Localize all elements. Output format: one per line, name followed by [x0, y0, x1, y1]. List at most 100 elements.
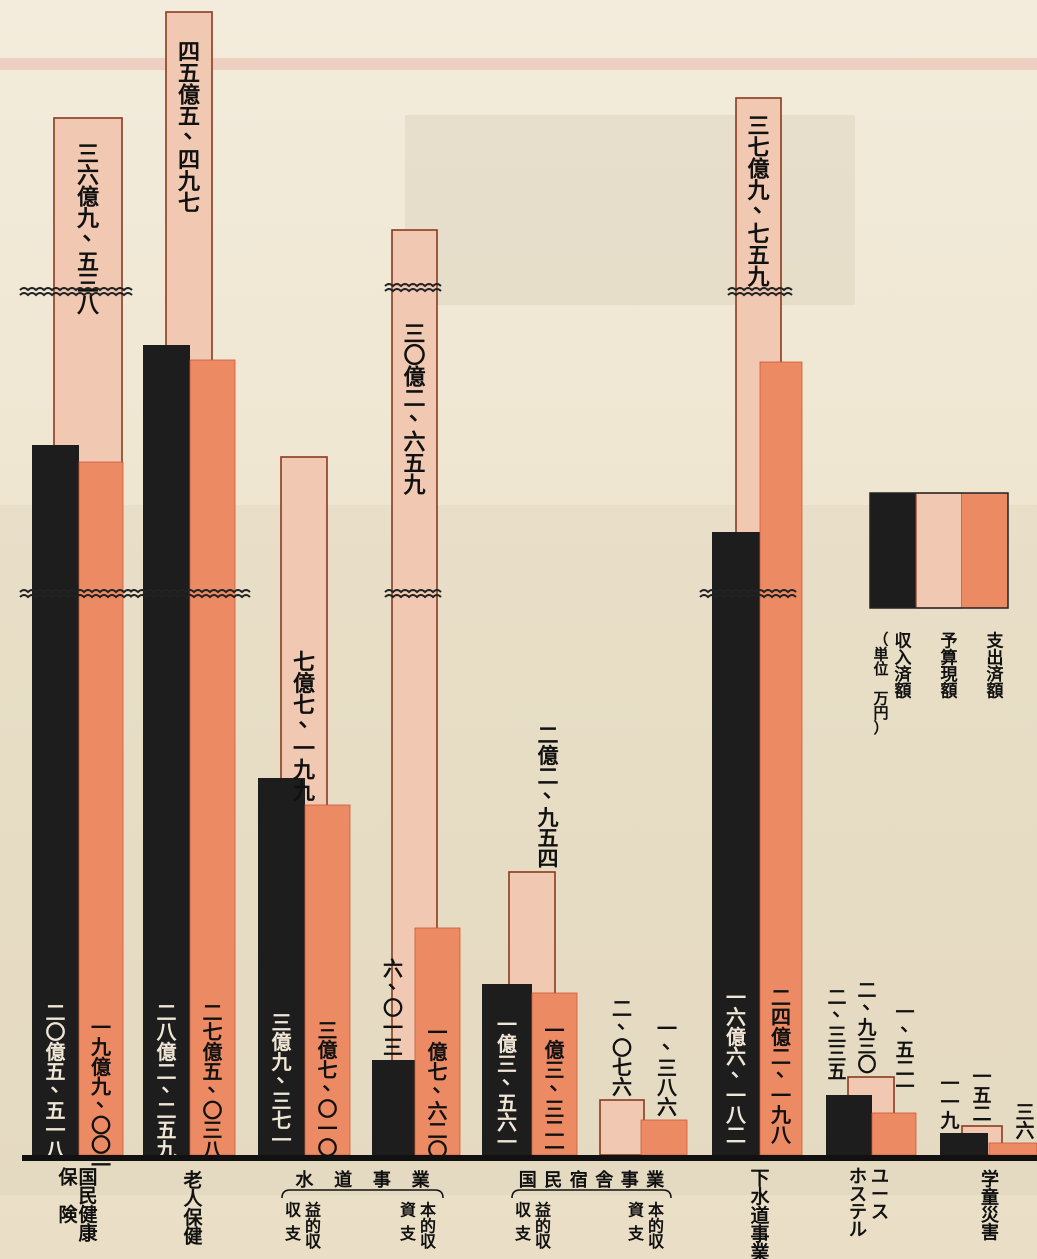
svg-text:ス: ス: [871, 1202, 889, 1223]
svg-text:七: 七: [747, 222, 769, 247]
svg-text:三: 三: [747, 115, 769, 140]
svg-text:三: 三: [403, 323, 425, 348]
svg-text:六: 六: [1015, 1119, 1034, 1142]
svg-text:億: 億: [46, 1040, 66, 1064]
svg-text:億: 億: [771, 1025, 791, 1049]
svg-text:資: 資: [400, 1201, 416, 1220]
svg-text:的: 的: [535, 1216, 551, 1235]
svg-text:一: 一: [545, 1136, 565, 1160]
svg-text:億: 億: [157, 1040, 177, 1064]
svg-text:三: 三: [657, 1056, 677, 1080]
svg-text:一: 一: [318, 1117, 338, 1141]
svg-text:道: 道: [750, 1204, 769, 1227]
svg-text:支: 支: [284, 1224, 302, 1243]
svg-text:済: 済: [895, 664, 913, 685]
svg-text:位: 位: [873, 660, 888, 678]
axis-break-suido-upper: [384, 283, 442, 293]
svg-text:億: 億: [545, 1038, 565, 1062]
svg-text:一: 一: [726, 986, 746, 1010]
svg-text:、: 、: [662, 1029, 682, 1053]
axis-break-gesuido-upper: [727, 287, 793, 297]
svg-text:三: 三: [497, 1052, 517, 1076]
svg-text:、: 、: [82, 221, 104, 246]
bar-shukusha-shihon-budget: [599, 1099, 645, 1156]
svg-text:、: 、: [543, 778, 564, 802]
svg-text:八: 八: [77, 293, 100, 318]
svg-text:六: 六: [726, 1044, 746, 1068]
svg-text:康: 康: [78, 1221, 98, 1244]
svg-text:五: 五: [747, 244, 769, 269]
svg-text:、: 、: [433, 1072, 453, 1096]
svg-text:険: 険: [58, 1203, 78, 1226]
svg-text:一: 一: [972, 1066, 991, 1088]
svg-text:七: 七: [272, 1109, 292, 1133]
axis-break-rojin: [129, 589, 251, 599]
svg-text:三: 三: [1015, 1101, 1034, 1123]
svg-text:、: 、: [776, 1057, 796, 1081]
svg-text:三: 三: [77, 143, 99, 168]
svg-text:収: 収: [535, 1232, 552, 1251]
svg-text:、: 、: [96, 1087, 116, 1111]
label-shukusha-shueki-income: 一億三、五六一: [497, 1013, 522, 1155]
svg-text:二: 二: [538, 724, 559, 748]
category-suido: 水道事業: [295, 1169, 430, 1191]
svg-text:三: 三: [77, 272, 99, 297]
svg-text:一: 一: [726, 1084, 746, 1108]
bar-rojin-expense: [189, 359, 236, 1156]
svg-text:本: 本: [420, 1201, 436, 1220]
svg-text:億: 億: [538, 744, 559, 768]
category-suido-sub-0-col1: 益的収: [305, 1201, 322, 1251]
svg-text:五: 五: [497, 1091, 517, 1115]
svg-text:億: 億: [726, 1025, 746, 1049]
svg-text:三: 三: [827, 1024, 846, 1046]
svg-text:、: 、: [183, 119, 205, 144]
svg-text:健: 健: [78, 1203, 97, 1226]
svg-text:一: 一: [497, 1013, 517, 1037]
svg-text:一: 一: [46, 1118, 66, 1142]
svg-text:、: 、: [731, 1057, 751, 1081]
svg-text:二: 二: [827, 987, 846, 1009]
svg-text:出: 出: [987, 647, 1004, 668]
svg-text:五: 五: [77, 250, 99, 275]
svg-text:億: 億: [203, 1040, 223, 1064]
svg-text:一: 一: [272, 1128, 292, 1152]
svg-text:）: ）: [873, 719, 888, 737]
bar-shukusha-shihon-expense: [640, 1119, 688, 1156]
svg-text:、: 、: [617, 1009, 637, 1033]
svg-text:二: 二: [46, 1001, 66, 1025]
svg-text:益: 益: [305, 1201, 321, 1220]
svg-text:事: 事: [373, 1169, 391, 1191]
svg-text:九: 九: [90, 1074, 111, 1098]
label-suido-shihon-expense: 一億七、六二〇: [428, 1021, 453, 1163]
svg-text:五: 五: [157, 1118, 177, 1142]
svg-text:支: 支: [627, 1224, 645, 1243]
svg-text:宿: 宿: [570, 1169, 588, 1191]
label-gakudo-income: 一一九: [939, 1073, 959, 1132]
category-hostel-col1: ユース: [871, 1167, 889, 1223]
legend-unit-label: （単位 万円）: [872, 631, 888, 737]
x-axis-baseline: [22, 1155, 1037, 1161]
bar-gakudo-expense: [988, 1142, 1037, 1156]
label-suido-shueki-budget: 七億七、一九九: [292, 651, 321, 805]
svg-text:九: 九: [271, 1050, 292, 1074]
svg-text:二: 二: [157, 1059, 177, 1083]
svg-text:済: 済: [987, 664, 1005, 685]
svg-text:老: 老: [183, 1169, 202, 1192]
svg-text:〇: 〇: [403, 344, 425, 369]
svg-text:事: 事: [621, 1169, 639, 1191]
svg-text:二: 二: [612, 997, 632, 1021]
svg-text:本: 本: [648, 1201, 664, 1220]
svg-text:億: 億: [403, 365, 425, 391]
svg-text:九: 九: [90, 1035, 111, 1059]
svg-text:六: 六: [383, 957, 403, 981]
svg-text:億: 億: [497, 1032, 517, 1056]
